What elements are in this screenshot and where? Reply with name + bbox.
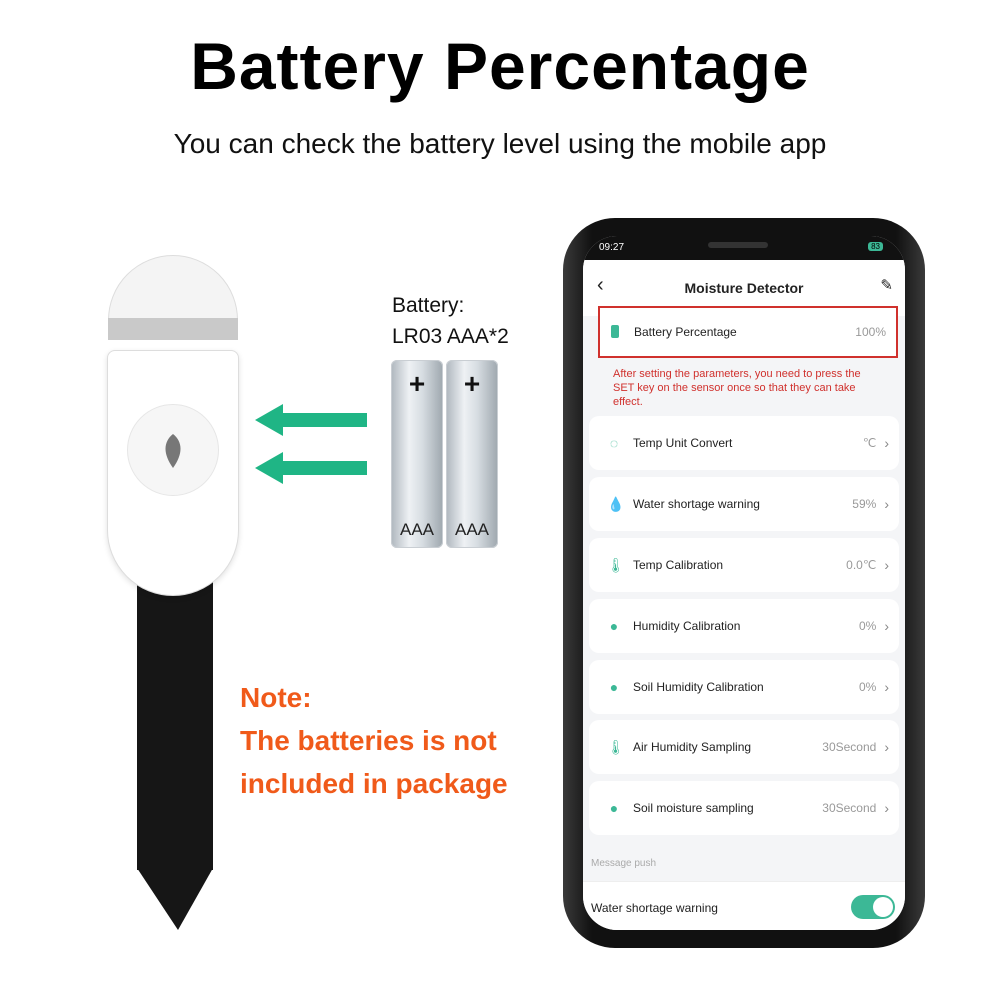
battery-type-label: AAA: [454, 520, 490, 539]
row-value: 0.0℃: [846, 558, 877, 572]
app-title: Moisture Detector: [684, 280, 804, 296]
toggle-label: Water shortage warning: [591, 901, 718, 915]
plus-sign: +: [463, 368, 481, 399]
chevron-right-icon: ›: [884, 739, 889, 755]
arrow-left-icon: [255, 404, 367, 436]
app-screen: 09:27 83 ‹ Moisture Detector ✎ Battery P…: [583, 236, 905, 930]
row-label: Air Humidity Sampling: [633, 740, 752, 754]
aaa-battery: + AAA: [446, 360, 498, 548]
battery-label: Battery Percentage: [634, 325, 737, 339]
chevron-right-icon: ›: [884, 496, 889, 512]
battery-value: 100%: [855, 325, 886, 339]
headline: Battery Percentage: [190, 29, 810, 103]
edit-icon[interactable]: ✎: [880, 277, 893, 294]
row-value: 30Second: [822, 740, 877, 754]
row-value: ℃: [862, 436, 877, 450]
setting-row[interactable]: ◌ Temp Unit Convert ℃ ›: [589, 416, 899, 470]
settings-notice: After setting the parameters, you need t…: [613, 368, 861, 408]
status-bar: 09:27 83: [583, 236, 905, 260]
row-label: Humidity Calibration: [633, 619, 741, 633]
status-battery: 83: [868, 242, 883, 251]
thermometer-icon: 🌡: [607, 557, 625, 573]
section-label: Message push: [591, 858, 657, 869]
drop-icon: [165, 434, 181, 468]
row-label: Temp Unit Convert: [633, 436, 733, 450]
note-line: The batteries is not: [240, 725, 497, 756]
row-label: Soil moisture sampling: [633, 801, 754, 815]
chevron-right-icon: ›: [884, 618, 889, 634]
chevron-right-icon: ›: [884, 800, 889, 816]
water-drop-icon: ●: [609, 679, 619, 695]
row-value: 59%: [852, 497, 877, 511]
water-drop-icon: ●: [609, 800, 619, 816]
row-label: Water shortage warning: [633, 497, 760, 511]
row-value: 0%: [858, 680, 877, 694]
circle-dots-icon: ◌: [609, 435, 619, 451]
thermometer-icon: 🌡: [607, 739, 625, 755]
row-label: Soil Humidity Calibration: [633, 680, 764, 694]
setting-row[interactable]: ● Soil moisture sampling 30Second ›: [589, 781, 899, 835]
battery-spec-line1: Battery:: [392, 294, 465, 317]
setting-row[interactable]: 🌡 Temp Calibration 0.0℃ ›: [589, 538, 899, 592]
row-value: 30Second: [822, 801, 877, 815]
drops-icon: ●: [609, 618, 619, 634]
battery-icon: [608, 325, 622, 339]
subheadline: You can check the battery level using th…: [173, 128, 827, 159]
back-icon[interactable]: ‹: [597, 274, 604, 296]
battery-spec-line2: LR03 AAA*2: [392, 325, 509, 348]
setting-row[interactable]: 💧 Water shortage warning 59% ›: [589, 477, 899, 531]
water-warning-toggle[interactable]: [851, 895, 895, 919]
arrow-left-icon: [255, 452, 367, 484]
chevron-right-icon: ›: [884, 557, 889, 573]
setting-row[interactable]: ● Humidity Calibration 0% ›: [589, 599, 899, 653]
toggle-row: Water shortage warning: [583, 881, 905, 930]
plus-sign: +: [408, 368, 426, 399]
status-time: 09:27: [599, 242, 625, 253]
setting-row[interactable]: 🌡 Air Humidity Sampling 30Second ›: [589, 720, 899, 774]
row-label: Temp Calibration: [633, 558, 724, 572]
aaa-battery: + AAA: [391, 360, 443, 548]
chevron-right-icon: ›: [884, 435, 889, 451]
speaker: [708, 242, 768, 248]
note: Note: The batteries is not included in p…: [240, 676, 508, 805]
battery-percentage-row: Battery Percentage 100%: [598, 306, 898, 358]
battery-type-label: AAA: [399, 520, 435, 539]
battery-spec: Battery: LR03 AAA*2: [392, 290, 509, 352]
setting-row[interactable]: ● Soil Humidity Calibration 0% ›: [589, 660, 899, 714]
note-heading: Note:: [240, 682, 312, 713]
row-value: 0%: [858, 619, 877, 633]
water-drop-icon: 💧: [607, 496, 625, 512]
chevron-right-icon: ›: [884, 679, 889, 695]
note-line: included in package: [240, 768, 508, 799]
